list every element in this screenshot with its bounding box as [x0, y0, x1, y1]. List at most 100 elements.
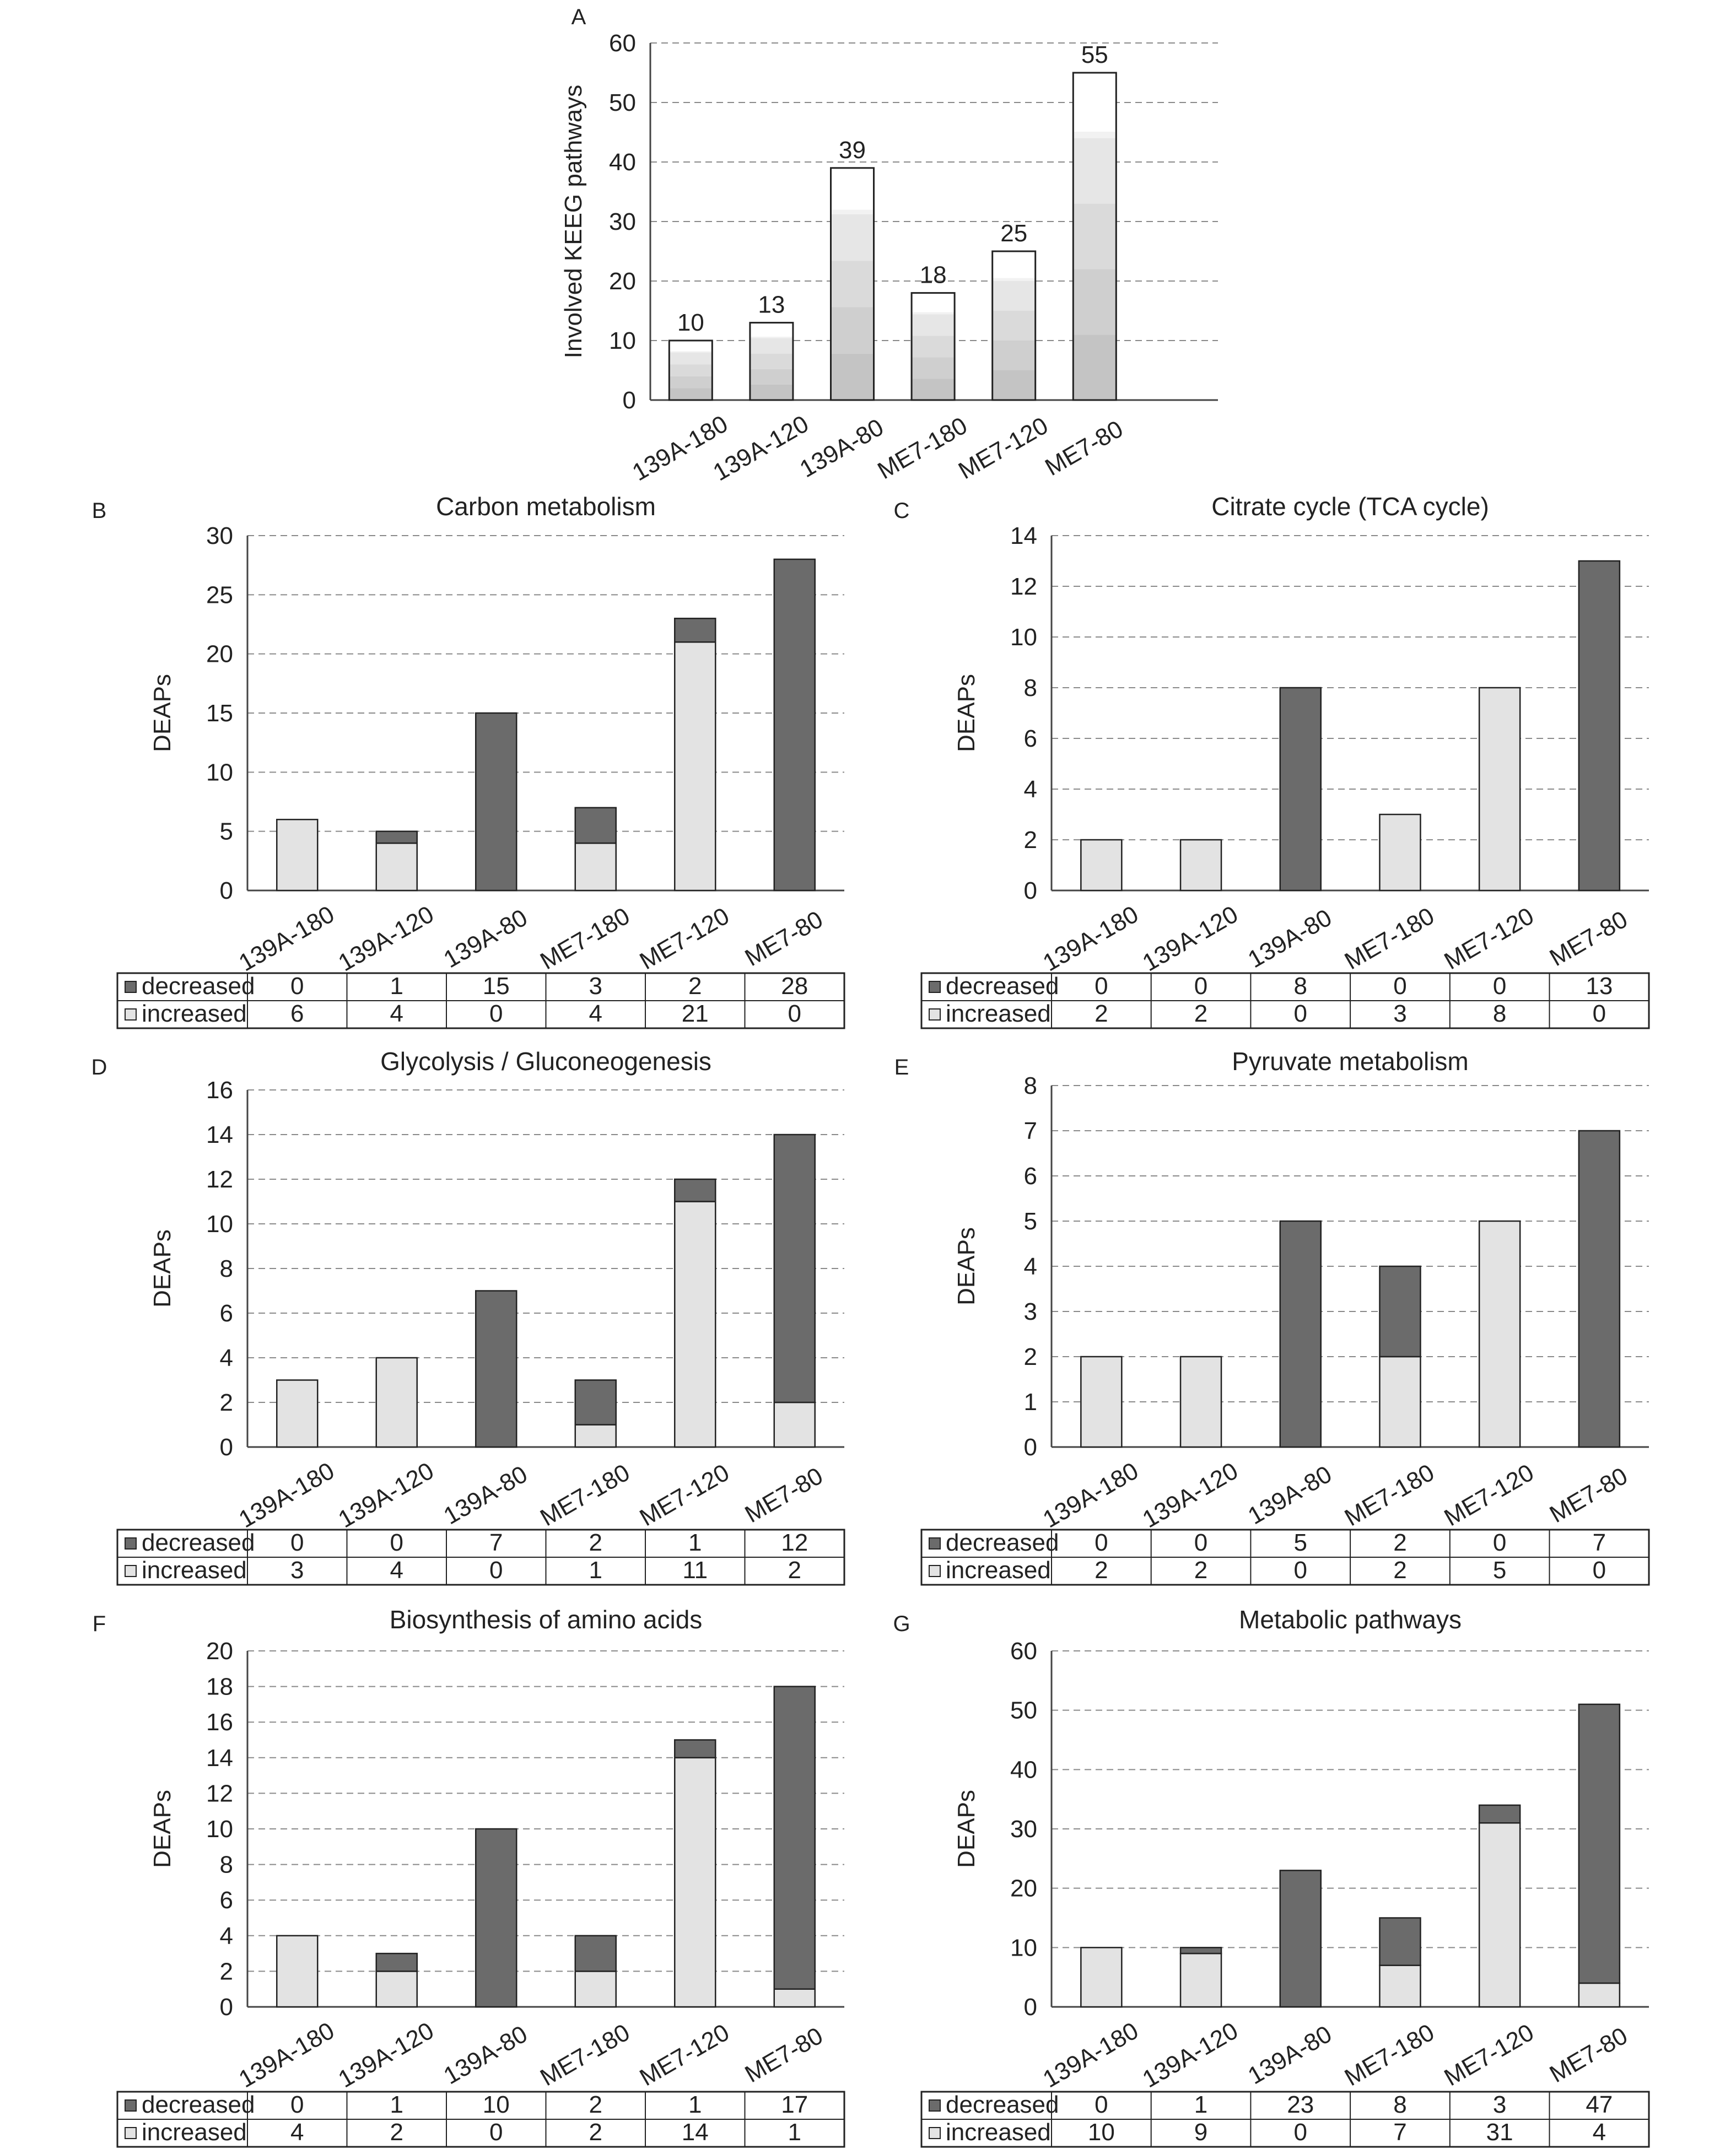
y-tick-label: 20 [206, 641, 233, 668]
table-cell: 13 [1586, 973, 1613, 1000]
bar-decreased [1478, 1804, 1521, 1824]
y-axis-label: DEAPs [149, 674, 176, 752]
table-cell: 2 [1095, 1000, 1108, 1027]
bar [830, 167, 875, 401]
table-cell: 1 [390, 973, 403, 1000]
decreased-legend-swatch [125, 1537, 137, 1550]
y-tick-label: 10 [206, 1211, 233, 1238]
table-cell: 1 [788, 2119, 801, 2146]
data-label: 39 [839, 137, 866, 164]
bar-stripe [912, 336, 955, 358]
y-tick-label: 4 [220, 1345, 233, 1372]
y-tick-label: 14 [1010, 522, 1037, 549]
decreased-legend-swatch [125, 2099, 137, 2112]
bar-highlight [912, 293, 955, 312]
x-tick-label: ME7-120 [1440, 1459, 1538, 1532]
y-tick-label: 10 [609, 327, 636, 354]
data-label: 18 [920, 262, 947, 289]
increased-legend-swatch [929, 1008, 941, 1021]
increased-legend-swatch [929, 2127, 941, 2139]
bar-stripe [669, 364, 713, 376]
decreased-legend-swatch [929, 981, 941, 993]
bar-stripe [992, 341, 1036, 370]
table-cell: 5 [1294, 1529, 1307, 1556]
table-cell: 8 [1493, 1000, 1506, 1027]
table-cell: 15 [483, 973, 510, 1000]
table-cell: 0 [489, 1557, 503, 1584]
table-cell: 10 [483, 2091, 510, 2118]
y-tick-label: 0 [1024, 877, 1037, 904]
table-cell: 2 [390, 2119, 403, 2146]
y-tick-label: 6 [1024, 725, 1037, 752]
y-tick-label: 30 [206, 522, 233, 549]
table-cell: 14 [682, 2119, 709, 2146]
table-cell: 0 [1194, 973, 1207, 1000]
table-cell: 0 [1593, 1000, 1606, 1027]
x-tick-label: 139A-80 [1243, 904, 1336, 974]
y-tick-label: 0 [220, 1994, 233, 2021]
bar-increased [276, 1935, 319, 2008]
bar-stripe [669, 352, 713, 365]
increased-legend-label: increased [142, 2119, 247, 2146]
decreased-legend-label: decreased [142, 2091, 255, 2118]
x-tick-label: ME7-80 [741, 2022, 828, 2088]
y-tick-label: 2 [1024, 827, 1037, 854]
increased-legend-label: increased [142, 1000, 247, 1027]
table-cell: 1 [1194, 2091, 1207, 2118]
data-label: 55 [1081, 41, 1108, 68]
panel-letter: E [894, 1055, 909, 1079]
x-tick-label: 139A-80 [439, 1461, 532, 1530]
x-tick-label: ME7-80 [1545, 1462, 1632, 1528]
table-cell: 4 [390, 1557, 403, 1584]
bar [1072, 72, 1117, 401]
x-tick-label: ME7-120 [635, 903, 734, 975]
decreased-legend-swatch [125, 981, 137, 993]
bar-stripe [1073, 138, 1117, 204]
bar-increased [674, 1757, 716, 2008]
bar-stripe [750, 353, 793, 369]
x-tick-label: 139A-120 [334, 901, 439, 977]
bar-decreased [1578, 1703, 1621, 1984]
bar-increased [1080, 1947, 1123, 2008]
y-tick-label: 25 [206, 581, 233, 608]
panel-letter: B [92, 499, 107, 523]
x-tick-label: ME7-180 [536, 903, 634, 975]
y-tick-label: 0 [220, 1434, 233, 1461]
y-tick-label: 5 [220, 818, 233, 845]
x-tick-label: 139A-80 [1243, 2021, 1336, 2090]
y-tick-label: 10 [206, 1816, 233, 1843]
table-cell: 4 [290, 2119, 304, 2146]
bar-stripe [831, 214, 874, 261]
y-tick-label: 8 [220, 1255, 233, 1282]
y-tick-label: 8 [1024, 1072, 1037, 1099]
bar [749, 322, 794, 401]
table-cell: 8 [1294, 973, 1307, 1000]
table-cell: 2 [1194, 1557, 1207, 1584]
bar-stripe [912, 379, 955, 400]
table-cell: 4 [390, 1000, 403, 1027]
y-tick-label: 20 [206, 1638, 233, 1665]
bar-stripe [831, 353, 874, 400]
y-tick-label: 4 [220, 1923, 233, 1950]
chart-panel-c: C Citrate cycle (TCA cycle)02468101214DEA… [894, 492, 1650, 1029]
bar-decreased [1279, 1870, 1322, 2008]
bar-highlight [831, 168, 874, 210]
y-tick-label: 12 [1010, 573, 1037, 600]
y-tick-label: 14 [206, 1121, 233, 1148]
table-cell: 2 [788, 1557, 801, 1584]
bar-decreased [475, 1828, 517, 2008]
bar [910, 292, 956, 401]
table-cell: 0 [1095, 2091, 1108, 2118]
bar-increased [276, 1379, 319, 1448]
table-cell: 4 [1593, 2119, 1606, 2146]
bar-decreased [773, 558, 816, 892]
chart-panel-a: A 0 10 20 30 40 50 60 Involved KEEG pathways 10 13… [560, 5, 1218, 486]
panel-letter: C [894, 499, 910, 523]
bar-increased [1478, 1220, 1521, 1448]
bar-stripe [750, 369, 793, 385]
bar-stripe [669, 388, 713, 400]
x-tick-label: 139A-180 [234, 901, 339, 977]
bar-increased [375, 1357, 418, 1448]
y-tick-label: 12 [206, 1166, 233, 1193]
